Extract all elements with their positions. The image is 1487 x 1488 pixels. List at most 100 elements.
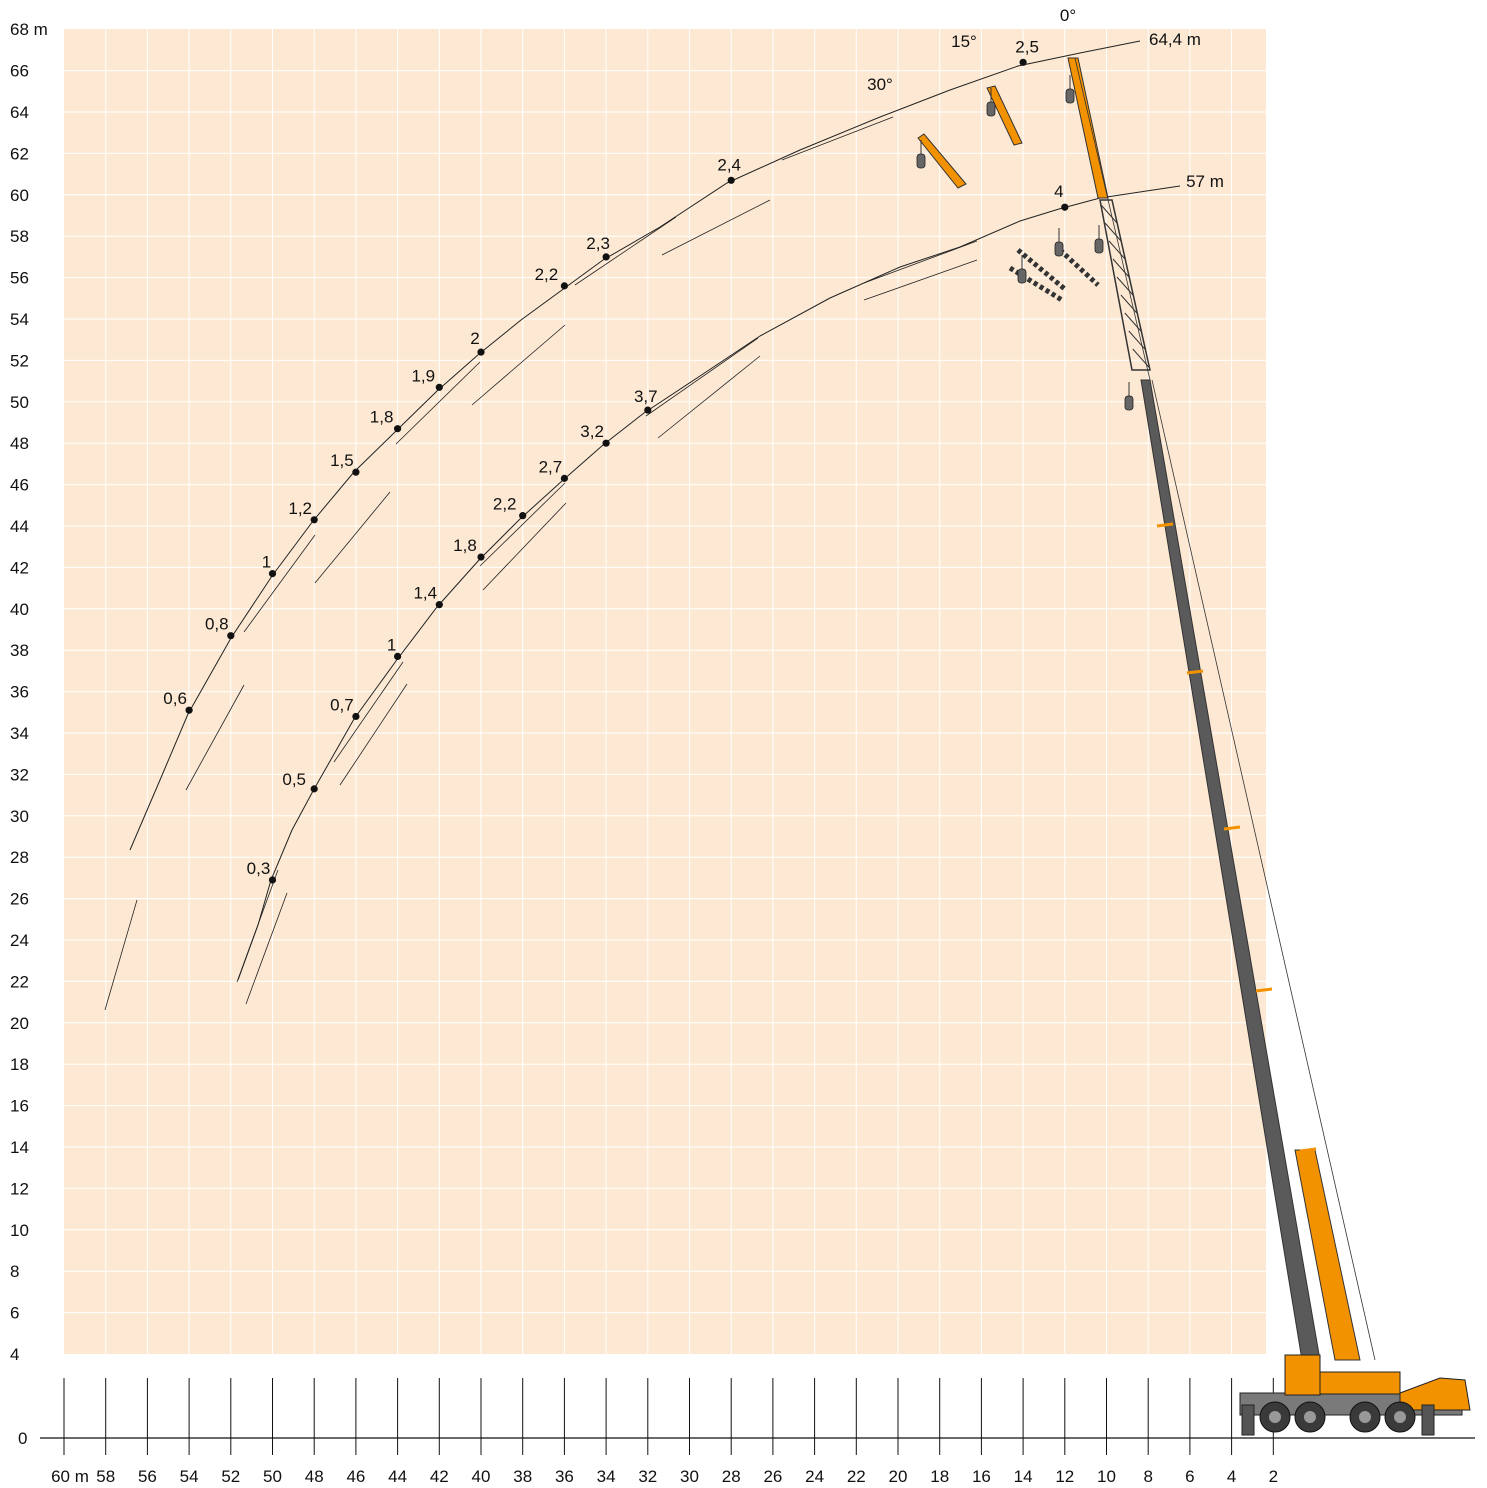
guide-line: [471, 324, 566, 406]
curve-57m: [237, 185, 1181, 981]
guide-line: [781, 116, 894, 161]
outrigger: [1421, 1404, 1435, 1436]
y-tick-label: 42: [10, 558, 29, 577]
data-point: [477, 553, 485, 561]
y-tick-label: 46: [10, 476, 29, 495]
jib-30deg: [917, 133, 967, 189]
guide-line: [314, 491, 391, 584]
x-tick-label: 58: [96, 1467, 115, 1486]
point-label: 4: [1054, 182, 1063, 201]
y-tick-label: 60: [10, 186, 29, 205]
x-tick-label: 46: [346, 1467, 365, 1486]
crane-illustration: [916, 57, 1471, 1436]
wheel-hub: [1304, 1411, 1316, 1423]
y-tick-label: 22: [10, 972, 29, 991]
point-label: 0,8: [205, 615, 229, 634]
lattice-brace: [1112, 258, 1130, 278]
lattice-jib-variant: [1016, 248, 1068, 292]
x-tick-label: 50: [263, 1467, 282, 1486]
range-curves: [129, 40, 1181, 981]
guide-line: [236, 869, 279, 983]
y-tick-label: 10: [10, 1221, 29, 1240]
point-label: 2,2: [493, 495, 517, 514]
point-label: 3,2: [580, 422, 604, 441]
data-point: [644, 406, 652, 414]
point-label: 1,9: [411, 366, 435, 385]
x-tick-label: 24: [805, 1467, 824, 1486]
point-label: 1,4: [413, 584, 437, 603]
boom-joint: [1223, 825, 1241, 831]
y-tick-label: 28: [10, 848, 29, 867]
hook-block: [986, 101, 996, 117]
point-label: 0,7: [330, 695, 354, 714]
x-tick-label: 60 m: [51, 1467, 89, 1486]
x-tick-label: 2: [1269, 1467, 1278, 1486]
data-point: [727, 176, 735, 184]
lattice-brace: [1116, 276, 1134, 296]
x-tick-label: 52: [221, 1467, 240, 1486]
y-tick-label: 62: [10, 144, 29, 163]
boom-joint: [1156, 522, 1174, 528]
boom-joint: [1186, 669, 1204, 675]
data-point: [1061, 203, 1069, 211]
y-tick-label: 16: [10, 1097, 29, 1116]
y-tick-label: 52: [10, 351, 29, 370]
y-tick-label: 68 m: [10, 20, 48, 39]
data-point: [268, 570, 277, 578]
guide-line: [479, 482, 566, 567]
x-tick-label: 44: [388, 1467, 407, 1486]
y-tick-label: 40: [10, 600, 29, 619]
data-point: [560, 474, 569, 482]
data-point: [560, 282, 569, 290]
crane-cab: [1284, 1354, 1321, 1396]
hook-block: [1065, 88, 1075, 104]
x-tick-label: 30: [680, 1467, 699, 1486]
point-label: 1,2: [288, 499, 312, 518]
y-tick-label: 38: [10, 641, 29, 660]
data-point: [310, 785, 318, 793]
y-tick-label: 6: [10, 1304, 19, 1323]
angle-label: 30°: [867, 75, 893, 94]
boom-joint: [1299, 1147, 1317, 1153]
outrigger: [1241, 1404, 1255, 1436]
data-point: [1019, 58, 1027, 66]
data-point: [394, 425, 402, 433]
lattice-brace: [1120, 294, 1138, 314]
data-point: [310, 516, 318, 524]
hook-block: [1124, 395, 1134, 411]
wheel-hub: [1359, 1411, 1371, 1423]
data-point: [519, 512, 527, 520]
wheel-hub: [1394, 1411, 1406, 1423]
point-label: 3,7: [634, 387, 658, 406]
guide-line: [482, 502, 567, 591]
lattice-brace: [1100, 204, 1118, 224]
guy-line: [1074, 57, 1151, 381]
point-label: 2,2: [535, 265, 559, 284]
y-tick-label: 30: [10, 807, 29, 826]
y-zero-label: 0: [18, 1429, 27, 1448]
y-tick-label: 32: [10, 765, 29, 784]
x-tick-label: 28: [722, 1467, 741, 1486]
y-tick-label: 58: [10, 227, 29, 246]
data-point: [394, 652, 402, 661]
lattice-brace: [1104, 222, 1122, 242]
lattice-jib-variant: [1058, 248, 1100, 287]
y-tick-label: 20: [10, 1014, 29, 1033]
data-point: [435, 383, 443, 391]
data-point: [602, 439, 610, 447]
guide-lines: [104, 116, 978, 1011]
x-tick-label: 4: [1227, 1467, 1236, 1486]
hook-block: [1054, 241, 1064, 257]
x-tick-label: 38: [513, 1467, 532, 1486]
x-tick-label: 42: [430, 1467, 449, 1486]
point-label: 2,4: [717, 155, 741, 174]
data-point: [602, 253, 610, 261]
point-label: 2,5: [1015, 37, 1039, 56]
point-label: 1: [387, 635, 396, 654]
point-label: 0,3: [247, 859, 271, 878]
angle-label: 0°: [1060, 6, 1076, 25]
x-tick-label: 12: [1055, 1467, 1074, 1486]
guide-line: [661, 199, 771, 256]
y-tick-label: 18: [10, 1055, 29, 1074]
